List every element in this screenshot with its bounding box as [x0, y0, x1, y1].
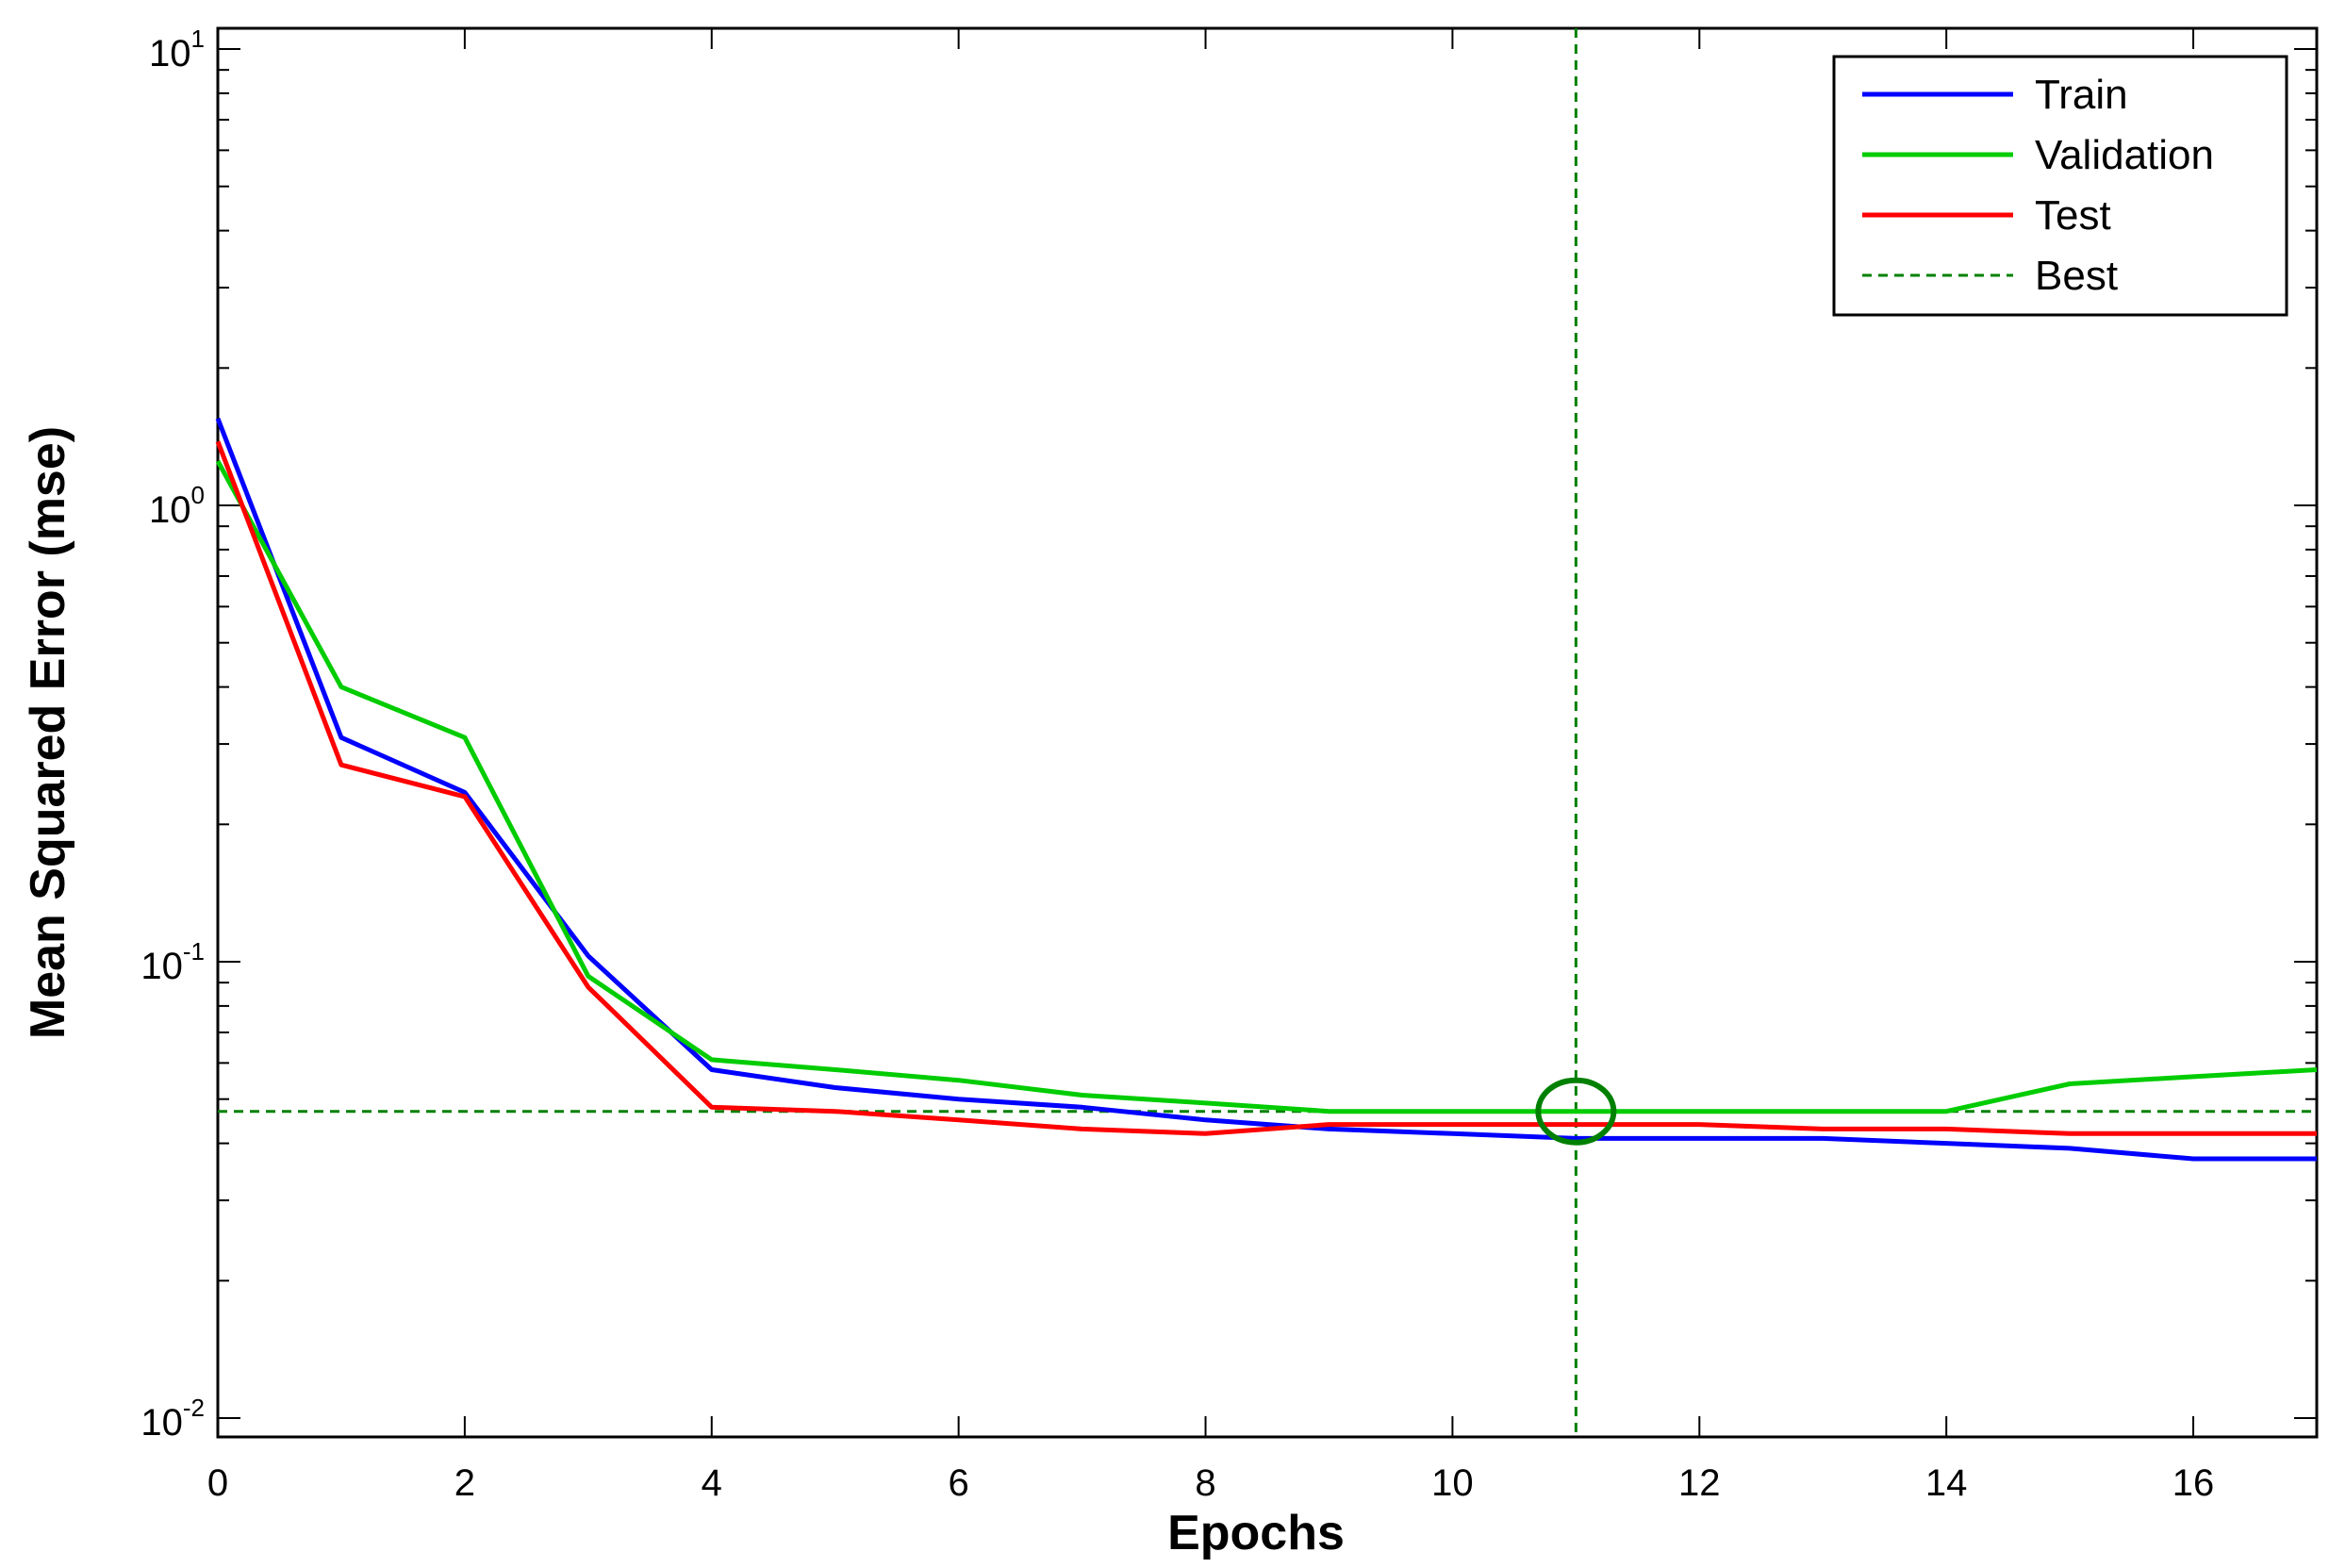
best-markers: [218, 28, 2317, 1437]
series-lines: [215, 417, 2318, 1162]
x-tick-label: 10: [1431, 1462, 1474, 1504]
y-tick-label: 10-2: [140, 1394, 205, 1444]
y-axis-title: Mean Squared Error (mse): [21, 426, 75, 1039]
legend-box: [1832, 55, 2288, 317]
x-tick-label: 2: [454, 1462, 475, 1504]
best-point-marker: [1535, 1077, 1617, 1146]
legend-label: Train: [2035, 72, 2128, 118]
x-tick-label: 8: [1195, 1462, 1215, 1504]
axis-ticks: 0 2 4 6 8 10 12 14 16 10-2 10-1 100 101: [140, 25, 2317, 1504]
x-tick-label: 12: [1678, 1462, 1721, 1504]
series-line-test: [215, 440, 2317, 1136]
x-tick-label: 14: [1925, 1462, 1968, 1504]
x-tick-label: 6: [949, 1462, 969, 1504]
x-tick-label: 0: [207, 1462, 228, 1504]
x-tick-label: 16: [2172, 1462, 2215, 1504]
x-tick-label: 4: [702, 1462, 722, 1504]
legend-label: Validation: [2035, 132, 2214, 178]
legend: Train Validation Test Best: [1832, 55, 2288, 317]
legend-label: Best: [2035, 253, 2118, 299]
y-tick-label: 101: [149, 25, 205, 74]
series-line-train: [215, 417, 2317, 1162]
y-tick-label: 100: [149, 481, 205, 531]
x-axis-title: Epochs: [1167, 1506, 1345, 1560]
legend-label: Test: [2035, 192, 2111, 239]
y-tick-label: 10-1: [140, 937, 205, 987]
series-line-validation: [215, 459, 2318, 1114]
